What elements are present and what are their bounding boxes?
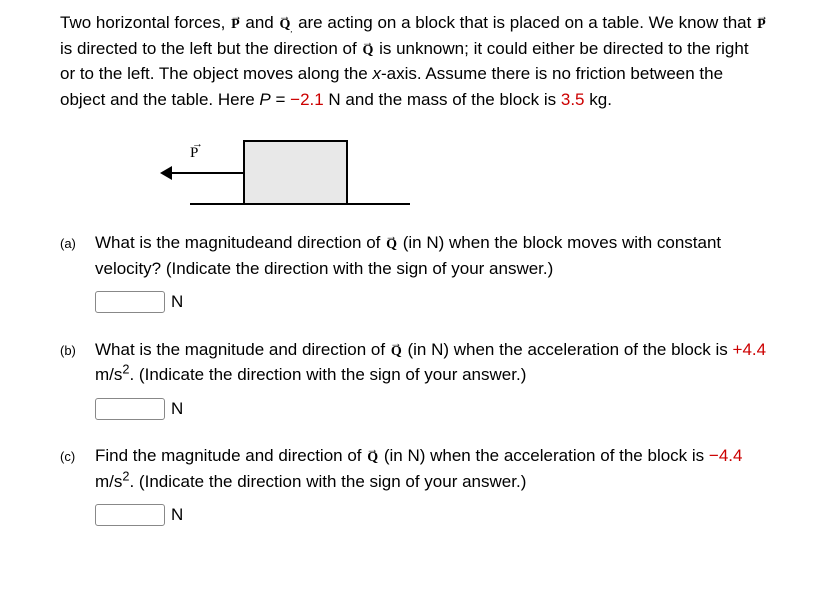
mass-value: 3.5	[561, 90, 585, 109]
intro-text: is directed to the left but the directio…	[60, 39, 361, 58]
intro-text: and	[241, 13, 279, 32]
vector-p-icon: →P	[756, 14, 767, 35]
vector-q-icon: →Q	[366, 447, 379, 468]
block-shape	[243, 140, 348, 205]
vector-q-icon: →Q,	[278, 14, 293, 36]
intro-text: Two horizontal forces,	[60, 13, 230, 32]
intro-text: =	[271, 90, 290, 109]
unit-label: N	[171, 289, 183, 315]
vector-p-icon: →P	[230, 14, 241, 35]
question-label: (c)	[60, 443, 95, 528]
answer-input-a[interactable]	[95, 291, 165, 313]
question-text: What is the magnitudeand direction of →Q…	[95, 230, 768, 281]
p-variable: P	[259, 90, 270, 109]
question-a: (a) What is the magnitudeand direction o…	[60, 230, 768, 315]
question-label: (b)	[60, 337, 95, 422]
question-text: Find the magnitude and direction of →Q (…	[95, 443, 768, 494]
unit-label: N	[171, 396, 183, 422]
vector-q-icon: →Q	[361, 40, 374, 61]
problem-statement: Two horizontal forces, →P and →Q, are ac…	[60, 10, 768, 112]
arrow-line-icon	[168, 172, 243, 174]
answer-input-b[interactable]	[95, 398, 165, 420]
question-b: (b) What is the magnitude and direction …	[60, 337, 768, 422]
force-diagram: → P	[160, 130, 768, 210]
x-axis-var: x	[372, 64, 381, 83]
intro-text: kg.	[585, 90, 612, 109]
question-text: What is the magnitude and direction of →…	[95, 337, 768, 388]
answer-input-c[interactable]	[95, 504, 165, 526]
intro-text: are acting on a block that is placed on …	[293, 13, 756, 32]
table-surface	[190, 203, 410, 205]
question-c: (c) Find the magnitude and direction of …	[60, 443, 768, 528]
intro-text: N and the mass of the block is	[324, 90, 561, 109]
force-label-p: → P	[190, 142, 198, 165]
vector-q-icon: →Q	[390, 341, 403, 362]
question-label: (a)	[60, 230, 95, 315]
p-value: −2.1	[290, 90, 324, 109]
unit-label: N	[171, 502, 183, 528]
vector-q-icon: →Q	[385, 234, 398, 255]
